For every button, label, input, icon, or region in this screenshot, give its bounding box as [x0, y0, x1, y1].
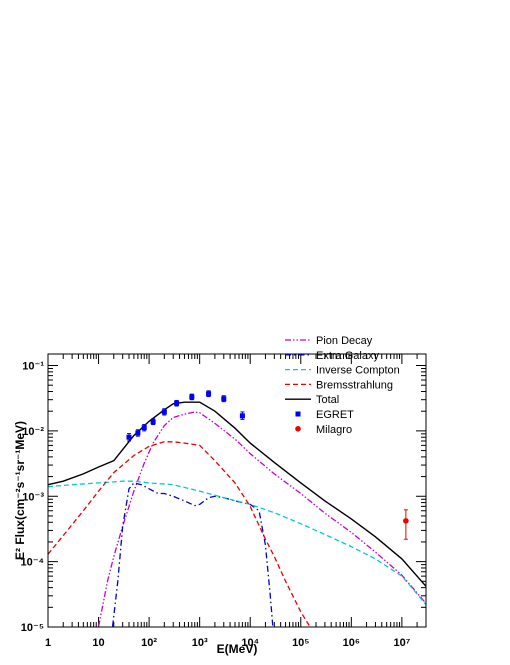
scatter-layer [126, 390, 409, 540]
x-tick-label: 10⁵ [292, 637, 309, 649]
x-tick-label: 10³ [192, 637, 208, 649]
y-tick-label: 10⁻⁵ [21, 622, 44, 634]
x-tick-label: 10⁴ [241, 637, 259, 649]
y-tick-label: 10⁻² [22, 426, 44, 438]
x-axis-title: E(MeV) [217, 642, 258, 656]
series-line-pion-decay [97, 411, 427, 627]
series-line-extra-galaxy [111, 482, 274, 627]
legend: Pion Decay Extra Galaxy Inverse Compton Bre… [285, 335, 400, 436]
series-line-inverse-compton [47, 480, 427, 606]
legend-label-inverse-compton: Inverse Compton [316, 365, 400, 377]
legend-label-pion-decay: Pion Decay [316, 335, 373, 347]
x-tick-label: 10⁶ [343, 637, 360, 649]
data-point-egret [135, 430, 141, 436]
y-tick-label: 10⁻⁴ [21, 557, 44, 569]
legend-label-bremsstrahlung: Bremsstrahlung [316, 379, 393, 391]
legend-label-milagro: Milagro [316, 424, 352, 436]
legend-label-egret: EGRET [316, 409, 354, 421]
data-point-egret [126, 434, 132, 440]
data-point-egret [150, 419, 156, 425]
axes-layer: 1 10 10² 10³ 10⁴ 10⁵ 10⁶ 10⁷ 10⁻⁵ 10⁻⁴ 10⁻³ 10⁻² 10⁻… [21, 354, 427, 649]
data-point-egret [189, 394, 195, 400]
y-axis-title: E² Flux(cm⁻²s⁻¹sr⁻¹MeV) [13, 421, 27, 560]
data-point-egret [221, 396, 227, 402]
legend-label-extra-galaxy: Extra Galaxy [316, 350, 379, 362]
legend-label-total: Total [316, 394, 339, 406]
data-point-egret [239, 413, 245, 419]
series-line-bremsstrahlung [47, 441, 311, 627]
x-tick-label: 10² [141, 637, 157, 649]
series-layer [47, 401, 427, 627]
data-point-egret [174, 400, 180, 406]
plot-frame [47, 353, 427, 628]
legend-swatch-milagro [295, 426, 301, 432]
data-point-egret [206, 391, 212, 397]
x-tick-label: 1 [45, 637, 51, 649]
legend-swatch-egret [295, 411, 301, 417]
x-tick-label: 10⁷ [393, 637, 410, 649]
data-point-milagro [403, 518, 409, 524]
y-tick-label: 10⁻¹ [22, 361, 44, 373]
series-line-total [47, 401, 427, 587]
data-point-egret [161, 409, 167, 415]
data-point-egret [141, 425, 147, 431]
y-tick-label: 10⁻³ [22, 491, 44, 503]
x-tick-label: 10 [92, 637, 104, 649]
